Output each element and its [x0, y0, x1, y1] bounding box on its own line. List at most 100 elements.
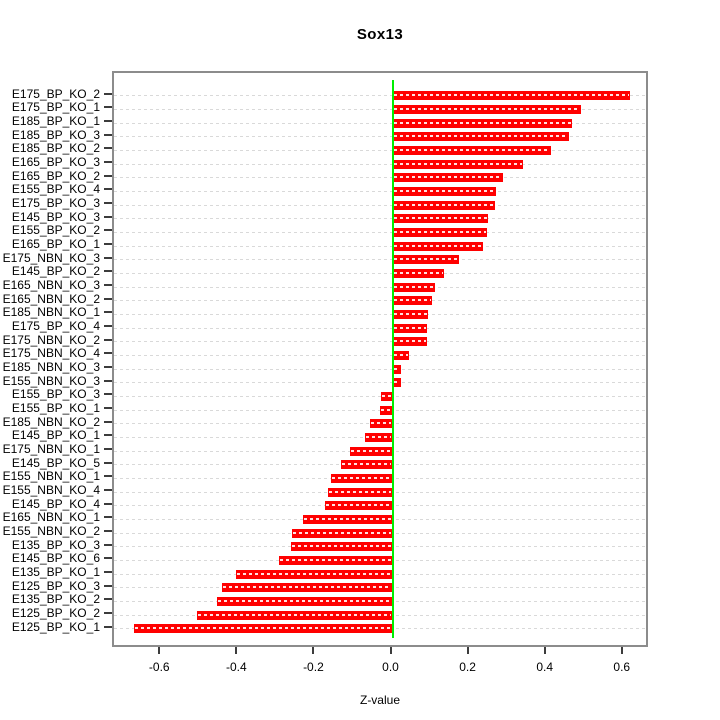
x-axis-title: Z-value: [359, 693, 400, 707]
bar-dash-pattern: [393, 217, 488, 220]
y-tick-label: E155_NBN_KO_3: [2, 373, 100, 388]
bar: [392, 132, 569, 142]
bar-dash-pattern: [280, 558, 392, 561]
y-axis-tick: [104, 284, 112, 287]
grid-line: [114, 313, 646, 315]
y-axis-tick: [104, 379, 112, 382]
grid-line: [114, 354, 646, 356]
bar-dash-pattern: [292, 545, 392, 548]
y-axis-tick: [104, 120, 112, 123]
y-tick-label: E155_BP_KO_2: [11, 223, 100, 238]
y-axis-tick: [104, 297, 112, 300]
y-axis-tick: [104, 229, 112, 232]
bar: [331, 473, 393, 483]
y-tick-label: E155_BP_KO_1: [11, 401, 100, 416]
y-axis-tick: [104, 188, 112, 191]
bar: [350, 446, 393, 456]
bar-dash-pattern: [236, 572, 392, 575]
grid-line: [114, 286, 646, 288]
x-tick-label: -0.6: [148, 660, 170, 674]
x-axis-tick: [543, 647, 546, 654]
x-tick-label: 0.6: [613, 660, 631, 674]
y-axis-tick: [104, 106, 112, 109]
bar: [392, 378, 401, 388]
y-tick-label: E165_NBN_KO_3: [2, 278, 100, 293]
bar: [392, 173, 503, 183]
y-tick-label: E175_BP_KO_1: [11, 100, 100, 115]
y-tick-label: E145_BP_KO_5: [11, 455, 100, 470]
bar-dash-pattern: [393, 189, 495, 192]
y-tick-label: E175_NBN_KO_4: [2, 346, 100, 361]
x-tick-label: -0.2: [303, 660, 324, 674]
y-axis-tick: [104, 502, 112, 505]
y-tick-label: E175_BP_KO_3: [11, 196, 100, 211]
bar-dash-pattern: [198, 613, 392, 616]
bar: [365, 432, 393, 442]
x-tick-label: -0.4: [225, 660, 247, 674]
grid-line: [114, 136, 646, 138]
bar: [392, 323, 428, 333]
x-axis-tick: [389, 647, 392, 654]
y-tick-label: E135_BP_KO_3: [11, 537, 100, 552]
y-axis-tick: [104, 133, 112, 136]
bar: [392, 282, 435, 292]
bar: [392, 227, 487, 237]
grid-line: [114, 259, 646, 261]
y-axis-tick: [104, 161, 112, 164]
y-tick-label: E145_BP_KO_2: [11, 264, 100, 279]
bar-dash-pattern: [393, 299, 432, 302]
bar-dash-pattern: [393, 244, 482, 247]
y-tick-label: E175_BP_KO_4: [11, 319, 100, 334]
grid-line: [114, 327, 646, 329]
bar: [221, 583, 393, 593]
grid-line: [114, 218, 646, 220]
x-axis-tick: [235, 647, 238, 654]
x-axis-tick: [466, 647, 469, 654]
bar: [392, 159, 523, 169]
bar-dash-pattern: [393, 94, 630, 97]
bar: [235, 569, 393, 579]
y-axis-tick: [104, 174, 112, 177]
x-axis-tick: [158, 647, 161, 654]
bar: [133, 624, 393, 634]
bar-dash-pattern: [218, 599, 392, 602]
grid-line: [114, 177, 646, 179]
x-axis-tick: [312, 647, 315, 654]
y-tick-label: E135_BP_KO_1: [11, 565, 100, 580]
bar-dash-pattern: [393, 381, 400, 384]
y-axis-tick: [104, 489, 112, 492]
y-axis-tick: [104, 530, 112, 533]
bar-dash-pattern: [393, 312, 427, 315]
y-tick-label: E185_NBN_KO_1: [2, 305, 100, 320]
bar-dash-pattern: [393, 176, 502, 179]
y-tick-label: E165_NBN_KO_2: [2, 291, 100, 306]
grid-line: [114, 163, 646, 165]
grid-line: [114, 190, 646, 192]
bar: [392, 364, 402, 374]
y-tick-label: E145_BP_KO_3: [11, 209, 100, 224]
bar: [324, 501, 393, 511]
bar: [392, 268, 445, 278]
y-axis-tick: [104, 311, 112, 314]
bar-dash-pattern: [393, 148, 550, 151]
grid-line: [114, 368, 646, 370]
bar: [392, 309, 428, 319]
bar: [380, 405, 393, 415]
grid-line: [114, 204, 646, 206]
bar-dash-pattern: [393, 107, 581, 110]
y-axis-tick: [104, 92, 112, 95]
y-tick-label: E165_NBN_KO_1: [2, 510, 100, 525]
y-tick-label: E135_BP_KO_2: [11, 592, 100, 607]
bar: [303, 514, 393, 524]
x-tick-label: 0.4: [536, 660, 553, 674]
y-axis-tick: [104, 243, 112, 246]
y-tick-label: E125_BP_KO_2: [11, 606, 100, 621]
y-axis-tick: [104, 598, 112, 601]
y-tick-label: E185_NBN_KO_3: [2, 360, 100, 375]
bar: [392, 186, 496, 196]
bar: [291, 528, 393, 538]
y-tick-label: E155_BP_KO_3: [11, 387, 100, 402]
bar-dash-pattern: [366, 435, 392, 438]
bar-dash-pattern: [325, 504, 392, 507]
